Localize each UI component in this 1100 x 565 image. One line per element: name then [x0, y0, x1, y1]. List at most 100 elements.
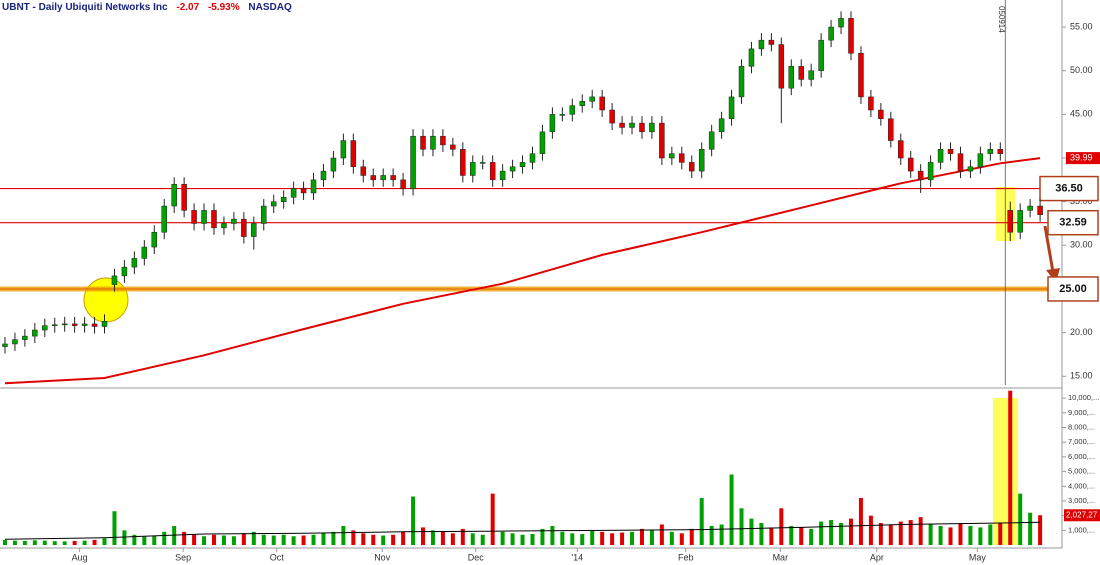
x-tick-label: Dec — [468, 552, 485, 562]
volume-bar — [998, 523, 1003, 546]
level-box — [1039, 175, 1099, 202]
candle-body — [32, 329, 38, 337]
candle-body — [539, 131, 546, 154]
volume-bar — [689, 528, 694, 546]
volume-bar — [291, 536, 296, 546]
volume-bar — [520, 534, 525, 546]
candle-body — [390, 175, 396, 181]
candle-body — [778, 44, 785, 89]
candle-body — [718, 118, 725, 133]
candle-body — [808, 70, 814, 80]
candle-body — [211, 210, 217, 229]
candle-body — [977, 153, 984, 167]
volume-bar — [401, 531, 406, 546]
volume-bar — [739, 508, 744, 546]
candle-body — [509, 166, 516, 172]
candle-body — [81, 323, 88, 326]
volume-bar — [421, 527, 426, 546]
change: -2.07 — [176, 2, 199, 13]
candle-body — [410, 135, 416, 189]
candle-body — [360, 166, 367, 176]
volume-bar — [888, 524, 893, 546]
level-label: 32.59 — [1059, 217, 1087, 229]
volume-tick-label: 9,000,... — [1068, 408, 1095, 417]
volume-bar — [152, 535, 157, 546]
volume-bar — [480, 534, 485, 546]
candle-body — [987, 149, 994, 154]
y-tick-label: 45.00 — [1070, 109, 1093, 119]
volume-tick-label: 3,000,... — [1068, 496, 1095, 505]
volume-bar — [630, 531, 635, 546]
candle-body — [1027, 205, 1033, 211]
title: UBNT - Daily Ubiquiti Networks Inc — [2, 2, 168, 13]
volume-bar — [1038, 515, 1043, 546]
volume-bar — [361, 533, 366, 546]
candle-body — [191, 210, 197, 224]
candle-body — [479, 162, 486, 164]
volume-bar — [62, 541, 67, 546]
level-box — [1047, 209, 1099, 236]
volume-bar — [610, 533, 615, 546]
x-tick-label: Sep — [175, 552, 191, 562]
candle-body — [42, 325, 48, 331]
volume-bar — [918, 517, 923, 546]
candle-body — [111, 275, 118, 285]
y-tick-label: 30.00 — [1070, 240, 1093, 250]
candle-body — [579, 101, 586, 106]
volume-bar — [72, 540, 77, 546]
volume-bar — [182, 531, 187, 546]
candle-body — [241, 218, 247, 237]
candle-body — [917, 170, 924, 181]
volume-bar — [311, 534, 316, 546]
volume-bar — [659, 524, 664, 546]
x-tick-label: Nov — [374, 552, 391, 562]
x-tick-label: '14 — [571, 552, 583, 562]
volume-bar — [550, 525, 555, 546]
volume-tick-label: 6,000,... — [1068, 452, 1095, 461]
volume-bar — [928, 524, 933, 546]
candle-body — [22, 335, 28, 340]
candle-body — [121, 266, 128, 277]
candle-body — [420, 135, 426, 150]
candle-body — [758, 39, 765, 50]
volume-bar — [391, 534, 396, 546]
candle-body — [350, 140, 357, 167]
candle-body — [430, 135, 436, 150]
candle-body — [330, 157, 337, 172]
candle-body — [91, 323, 98, 327]
x-tick-label: Feb — [678, 552, 694, 562]
volume-label: 2,027,27 — [1066, 510, 1098, 519]
candle-body — [947, 149, 954, 154]
change-pct: -5.93% — [208, 2, 240, 13]
candle-body — [1037, 205, 1043, 216]
candle-body — [599, 96, 605, 111]
candle-body — [450, 144, 456, 150]
volume-bar — [32, 540, 37, 546]
candle-body — [320, 170, 327, 181]
volume-bar — [460, 528, 465, 546]
volume-bar — [968, 525, 973, 546]
candle-body — [788, 66, 795, 89]
candle-body — [280, 197, 287, 202]
candle-body — [340, 140, 347, 159]
volume-bar — [371, 534, 376, 546]
candle-body — [868, 96, 874, 111]
candle-body — [828, 26, 834, 41]
candle-body — [907, 157, 914, 172]
volume-bar — [1018, 493, 1023, 546]
y-tick-label: 50.00 — [1070, 65, 1093, 75]
candle-body — [659, 122, 665, 159]
volume-bar — [779, 508, 784, 546]
candle-body — [818, 39, 824, 71]
candle-body — [619, 122, 625, 128]
volume-bar — [450, 533, 455, 546]
volume-bar — [42, 540, 47, 546]
volume-bar — [530, 534, 535, 546]
candle-body — [728, 96, 735, 119]
candle-body — [61, 323, 68, 326]
volume-bar — [679, 533, 684, 546]
candle-body — [629, 122, 635, 128]
candle-body — [270, 201, 277, 207]
volume-bar — [510, 533, 515, 546]
candle-body — [400, 179, 406, 189]
